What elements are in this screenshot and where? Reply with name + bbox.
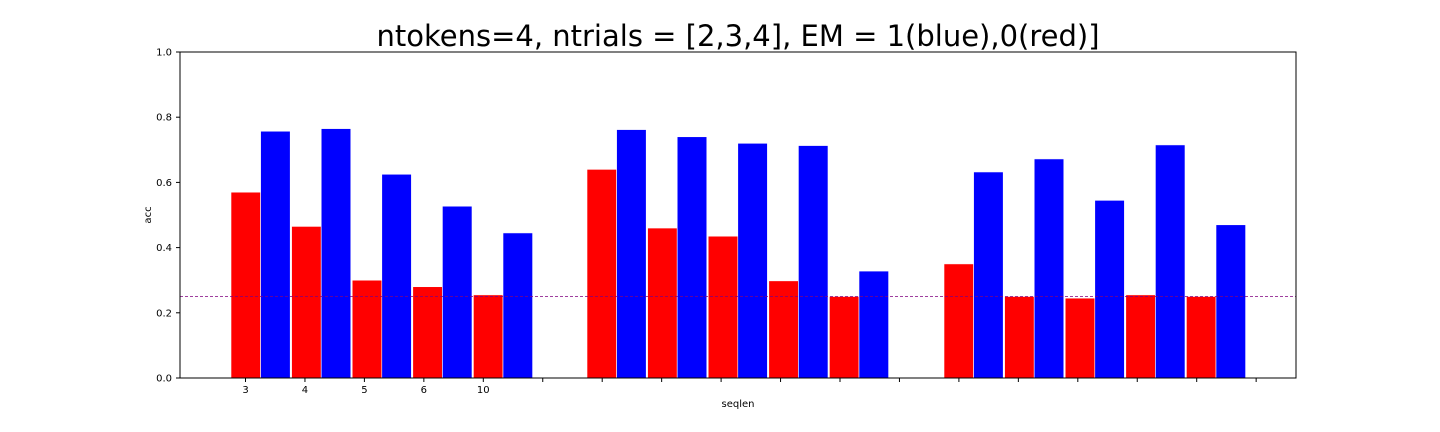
y-tick-label: 0.8	[156, 113, 172, 124]
bar-red	[707, 235, 739, 379]
bar-blue	[442, 205, 473, 379]
bar-blue	[381, 173, 412, 379]
x-axis-label: seqlen	[722, 399, 755, 410]
x-tick-label: 10	[477, 385, 490, 396]
y-tick-label: 0.2	[156, 308, 172, 319]
bars-layer	[230, 128, 1246, 379]
x-axis-ticks: 3 4 5 6 10	[242, 378, 1257, 396]
bar-blue	[1155, 144, 1186, 379]
x-tick-label: 5	[361, 385, 367, 396]
bar-blue	[737, 142, 768, 379]
bar-red	[1004, 296, 1035, 379]
bar-blue	[1033, 158, 1065, 379]
y-axis-label: acc	[143, 206, 154, 223]
bar-blue	[320, 128, 352, 379]
y-tick-label: 0.4	[156, 243, 172, 254]
bar-red	[768, 280, 799, 379]
bar-blue	[973, 171, 1004, 379]
bar-blue	[858, 270, 889, 379]
bar-red	[647, 227, 678, 379]
bar-blue	[798, 145, 829, 379]
bar-red	[473, 294, 504, 379]
chart-title: ntokens=4, ntrials = [2,3,4], EM = 1(blu…	[376, 19, 1099, 53]
bar-red	[829, 296, 860, 379]
bar-red	[1125, 294, 1156, 379]
bar-blue	[502, 232, 533, 379]
y-tick-label: 0.0	[156, 374, 172, 385]
bar-red	[943, 263, 974, 379]
bar-red	[1064, 297, 1096, 379]
bar-blue	[1215, 224, 1246, 379]
bar-blue	[676, 136, 708, 379]
x-tick-label: 6	[421, 385, 427, 396]
x-tick-label: 3	[242, 385, 248, 396]
bar-red	[230, 191, 261, 379]
y-tick-label: 1.0	[156, 48, 172, 59]
plot-area-frame	[179, 51, 1297, 379]
bar-red	[412, 286, 443, 379]
bar-blue	[1094, 200, 1125, 379]
bar-blue	[616, 129, 647, 379]
y-axis-ticks: 0.0 0.2 0.4 0.6 0.8 1.0	[156, 48, 180, 385]
bar-red	[351, 279, 383, 379]
x-tick-label: 4	[302, 385, 308, 396]
bar-blue	[260, 130, 291, 379]
bar-red	[586, 169, 617, 379]
bar-red	[1186, 296, 1217, 379]
y-tick-label: 0.6	[156, 178, 172, 189]
bar-red	[291, 226, 322, 379]
